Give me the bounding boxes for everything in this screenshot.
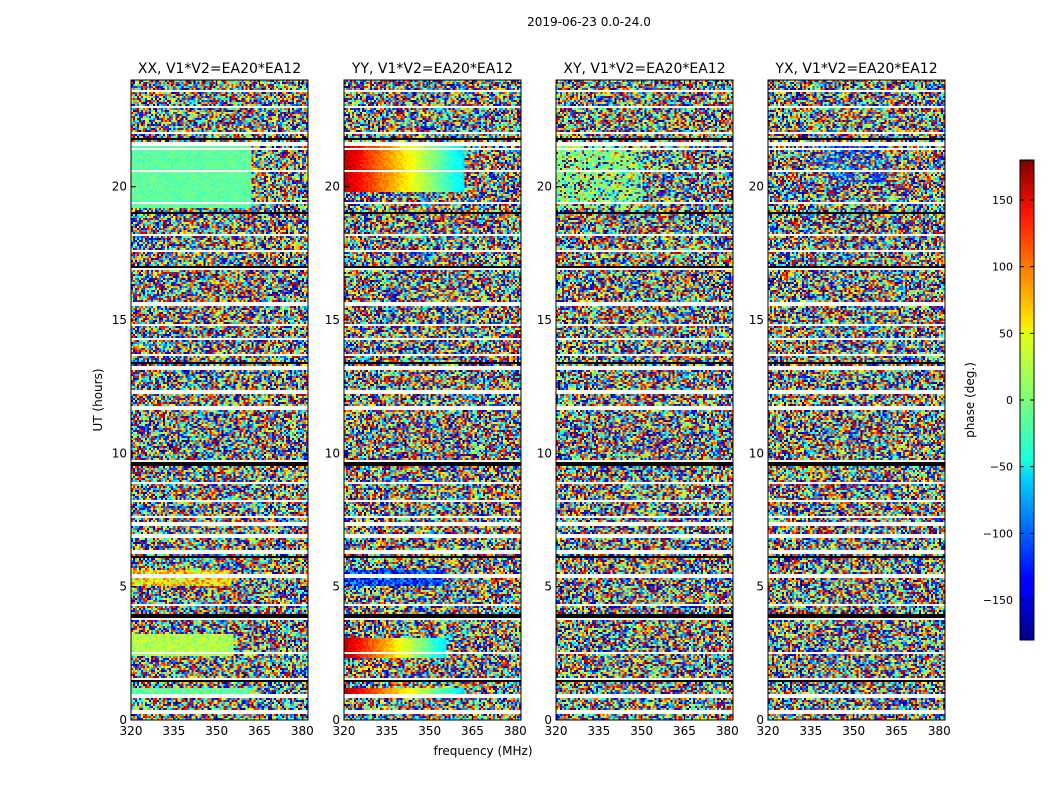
x-tick-label: 380: [291, 724, 314, 738]
colorbar-tick-label: 100: [992, 261, 1013, 274]
x-tick-label: 335: [162, 724, 185, 738]
y-tick-label: 10: [325, 446, 340, 460]
panel-3: XY, V1*V2=EA20*EA12 320 335 350 365 380 0 5 10 15…: [537, 61, 739, 738]
heatmap-image: [344, 80, 521, 720]
y-tick-label: 10: [749, 446, 764, 460]
x-tick-label: 335: [375, 724, 398, 738]
panels: XX, V1*V2=EA20*EA12 320 335 350 365 380 0 5 10 15…: [112, 61, 951, 738]
colorbar-tick-label: 0: [1006, 394, 1013, 407]
x-tick-label: 320: [120, 724, 143, 738]
y-tick-label: 20: [749, 180, 764, 194]
x-tick-label: 350: [418, 724, 441, 738]
colorbar-tick-label: 150: [992, 194, 1013, 207]
colorbar-tick-label: −50: [990, 461, 1013, 474]
colorbar-tick-label: 50: [999, 327, 1013, 340]
y-tick-label: 0: [756, 713, 764, 727]
y-tick-label: 20: [325, 180, 340, 194]
x-axis-label: frequency (MHz): [433, 744, 532, 758]
x-tick-label: 350: [205, 724, 228, 738]
panel-1: XX, V1*V2=EA20*EA12 320 335 350 365 380 0 5 10 15…: [112, 61, 314, 738]
x-tick-label: 365: [885, 724, 908, 738]
x-tick-label: 350: [630, 724, 653, 738]
panel-title: YY, V1*V2=EA20*EA12: [351, 61, 513, 77]
y-axis-label: UT (hours): [91, 368, 105, 431]
y-tick-label: 0: [119, 713, 127, 727]
y-tick-label: 15: [112, 313, 127, 327]
colorbar-label: phase (deg.): [963, 362, 977, 438]
y-tick-label: 15: [749, 313, 764, 327]
y-tick-label: 20: [112, 180, 127, 194]
x-tick-label: 365: [673, 724, 696, 738]
x-tick-label: 335: [799, 724, 822, 738]
panel-title: XX, V1*V2=EA20*EA12: [138, 61, 301, 77]
heatmap-image: [131, 80, 308, 720]
y-tick-label: 15: [537, 313, 552, 327]
y-tick-label: 5: [756, 580, 764, 594]
x-tick-label: 350: [842, 724, 865, 738]
y-tick-label: 10: [537, 446, 552, 460]
colorbar-ticks: 150 100 50 0 −50 −100 −150: [983, 194, 1034, 607]
panel-frame: [767, 79, 946, 721]
x-tick-label: 380: [716, 724, 739, 738]
colorbar-tick-label: −100: [983, 527, 1013, 540]
y-tick-label: 5: [119, 580, 127, 594]
x-tick-label: 335: [587, 724, 610, 738]
colorbar: 150 100 50 0 −50 −100 −150 phase (deg.): [963, 159, 1035, 641]
panel-title: XY, V1*V2=EA20*EA12: [563, 61, 725, 77]
panel-frame: [343, 79, 522, 721]
heatmap-image: [556, 80, 733, 720]
x-tick-label: 320: [333, 724, 356, 738]
x-tick-label: 365: [461, 724, 484, 738]
y-tick-label: 15: [325, 313, 340, 327]
x-tick-label: 380: [504, 724, 527, 738]
panel-title: YX, V1*V2=EA20*EA12: [774, 61, 937, 77]
y-tick-label: 0: [544, 713, 552, 727]
y-tick-label: 20: [537, 180, 552, 194]
heatmap-image: [768, 80, 945, 720]
y-tick-label: 5: [544, 580, 552, 594]
x-tick-label: 365: [248, 724, 271, 738]
panel-frame: [130, 79, 309, 721]
x-tick-label: 380: [928, 724, 951, 738]
panel-frame: [555, 79, 734, 721]
figure-suptitle: 2019-06-23 0.0-24.0: [527, 15, 651, 29]
y-tick-label: 10: [112, 446, 127, 460]
colorbar-tick-label: −150: [983, 594, 1013, 607]
y-tick-label: 0: [332, 713, 340, 727]
y-tick-label: 5: [332, 580, 340, 594]
panel-4: YX, V1*V2=EA20*EA12 320 335 350 365 380 0 5 10 15…: [749, 61, 951, 738]
x-tick-label: 320: [757, 724, 780, 738]
panel-2: YY, V1*V2=EA20*EA12 320 335 350 365 380 0 5 10 15…: [325, 61, 527, 738]
x-tick-label: 320: [545, 724, 568, 738]
